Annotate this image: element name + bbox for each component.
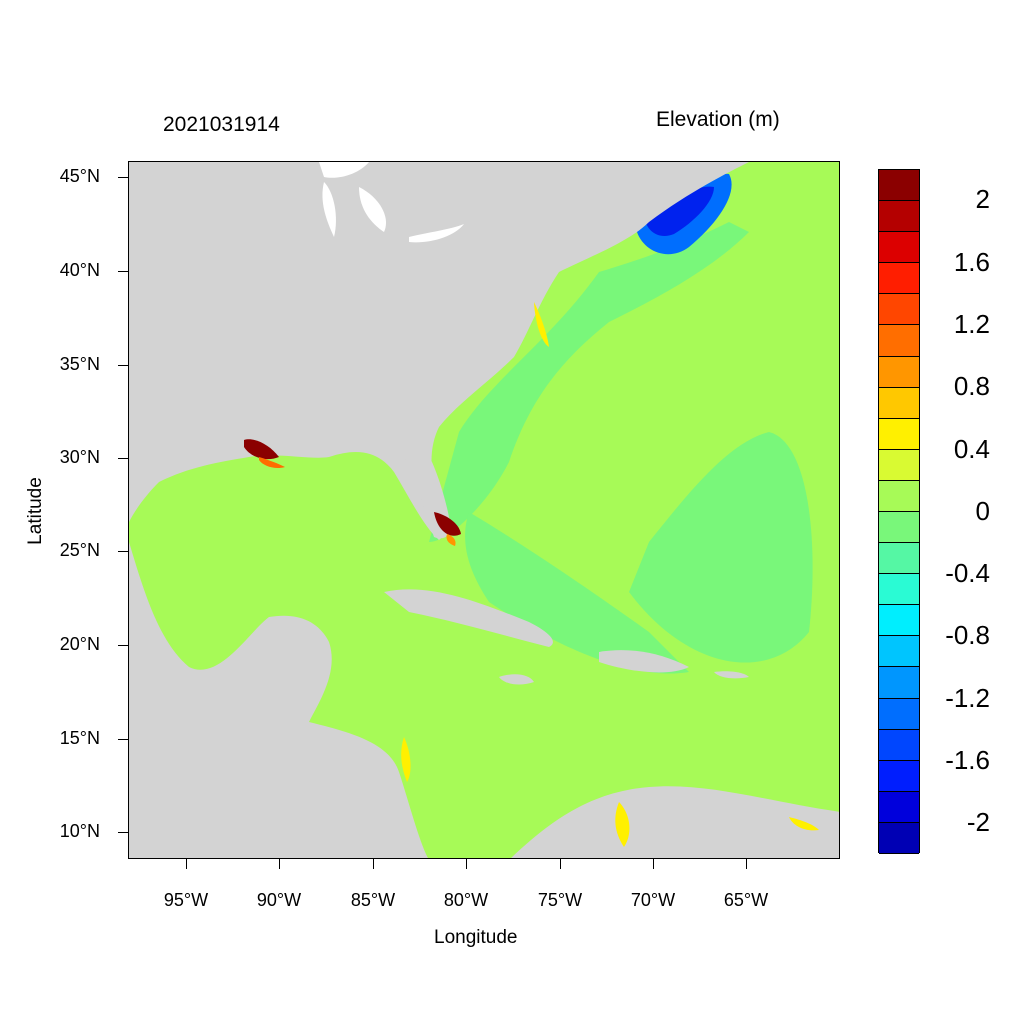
legend-swatch: [879, 170, 919, 202]
legend-swatch: [879, 698, 919, 730]
lat-tick-35: [118, 365, 128, 366]
lon-label-65: 65°W: [723, 890, 769, 910]
legend-swatch: [879, 667, 919, 699]
sargasso-anomaly: [629, 432, 813, 663]
lat-tick-25: [118, 551, 128, 552]
legend-swatch: [879, 605, 919, 637]
legend-label-0.4: 0.4: [953, 434, 990, 464]
cuba: [384, 589, 553, 647]
lake-erie: [409, 224, 464, 243]
legend-swatch: [879, 201, 919, 233]
legend-swatch: [879, 418, 919, 450]
gulf-of-maine-core: [644, 186, 714, 237]
lon-tick-65: [746, 859, 747, 869]
lon-label-70: 70°W: [630, 890, 676, 910]
lat-tick-30: [118, 458, 128, 459]
y-axis-title: Latitude: [25, 477, 46, 545]
lon-tick-85: [373, 859, 374, 869]
louisiana-surge-edge: [259, 457, 285, 469]
maracaibo-surge: [615, 802, 630, 847]
chesapeake-surge: [534, 302, 549, 347]
louisiana-surge: [244, 439, 279, 460]
lat-tick-10: [118, 832, 128, 833]
legend-label-neg0.8: -0.8: [945, 620, 990, 650]
legend-label-1.6: 1.6: [953, 247, 990, 277]
lake-michigan: [322, 182, 336, 237]
lat-label-15: 15°N: [59, 728, 100, 748]
us-landmass: [129, 162, 749, 540]
legend-label-neg1.6: -1.6: [945, 745, 990, 775]
south-america: [511, 786, 839, 858]
legend-swatch: [879, 232, 919, 264]
legend-swatch: [879, 543, 919, 575]
bahamas-band: [465, 512, 689, 674]
timestamp-title: 2021031914: [163, 113, 280, 136]
jamaica: [499, 674, 534, 685]
lake-huron: [359, 187, 387, 232]
lat-label-40: 40°N: [59, 260, 100, 280]
lat-tick-45: [118, 177, 128, 178]
legend-swatch: [879, 636, 919, 668]
legend-swatch: [879, 480, 919, 512]
lon-label-85: 85°W: [350, 890, 396, 910]
lat-label-45: 45°N: [59, 166, 100, 186]
lat-label-10: 10°N: [59, 821, 100, 841]
legend-label-neg0.4: -0.4: [945, 558, 990, 588]
lake-superior: [319, 162, 369, 178]
puerto-rico: [714, 671, 749, 679]
sw-florida-surge: [434, 512, 461, 536]
legend-swatch: [879, 822, 919, 854]
legend-label-neg2: -2: [966, 807, 990, 837]
legend-label-2: 2: [975, 184, 990, 214]
legend-swatch: [879, 263, 919, 295]
lon-tick-70: [653, 859, 654, 869]
map-panel[interactable]: [128, 161, 840, 859]
legend-label-neg1.2: -1.2: [945, 683, 990, 713]
legend-label-0.8: 0.8: [953, 371, 990, 401]
legend-swatch: [879, 356, 919, 388]
lon-tick-80: [466, 859, 467, 869]
lon-label-75: 75°W: [537, 890, 583, 910]
lat-label-30: 30°N: [59, 447, 100, 467]
legend-swatch: [879, 760, 919, 792]
legend-swatch: [879, 574, 919, 606]
legend-swatch: [879, 387, 919, 419]
lon-tick-95: [186, 859, 187, 869]
color-legend: [878, 169, 920, 854]
legend-swatch: [879, 294, 919, 326]
hispaniola: [599, 650, 689, 673]
sw-florida-surge-edge: [446, 534, 456, 546]
lat-tick-15: [118, 739, 128, 740]
lon-tick-75: [560, 859, 561, 869]
lat-tick-40: [118, 271, 128, 272]
x-axis-title: Longitude: [434, 927, 518, 948]
lon-label-90: 90°W: [256, 890, 302, 910]
legend-label-1.2: 1.2: [953, 309, 990, 339]
legend-swatch: [879, 729, 919, 761]
lat-label-20: 20°N: [59, 634, 100, 654]
variable-title: Elevation (m): [656, 108, 780, 131]
mexico-landmass: [129, 542, 429, 858]
legend-swatch: [879, 512, 919, 544]
lon-tick-90: [279, 859, 280, 869]
lat-tick-20: [118, 645, 128, 646]
lon-label-80: 80°W: [443, 890, 489, 910]
nicaragua-surge: [401, 737, 411, 782]
legend-swatch: [879, 791, 919, 823]
legend-label-0: 0: [975, 496, 990, 526]
atlantic-shelf-band: [429, 222, 749, 542]
elevation-map: [129, 162, 839, 858]
lon-label-95: 95°W: [163, 890, 209, 910]
lat-label-35: 35°N: [59, 354, 100, 374]
legend-swatch: [879, 449, 919, 481]
legend-swatch: [879, 325, 919, 357]
venezuela-surge: [789, 817, 819, 831]
lat-label-25: 25°N: [59, 540, 100, 560]
